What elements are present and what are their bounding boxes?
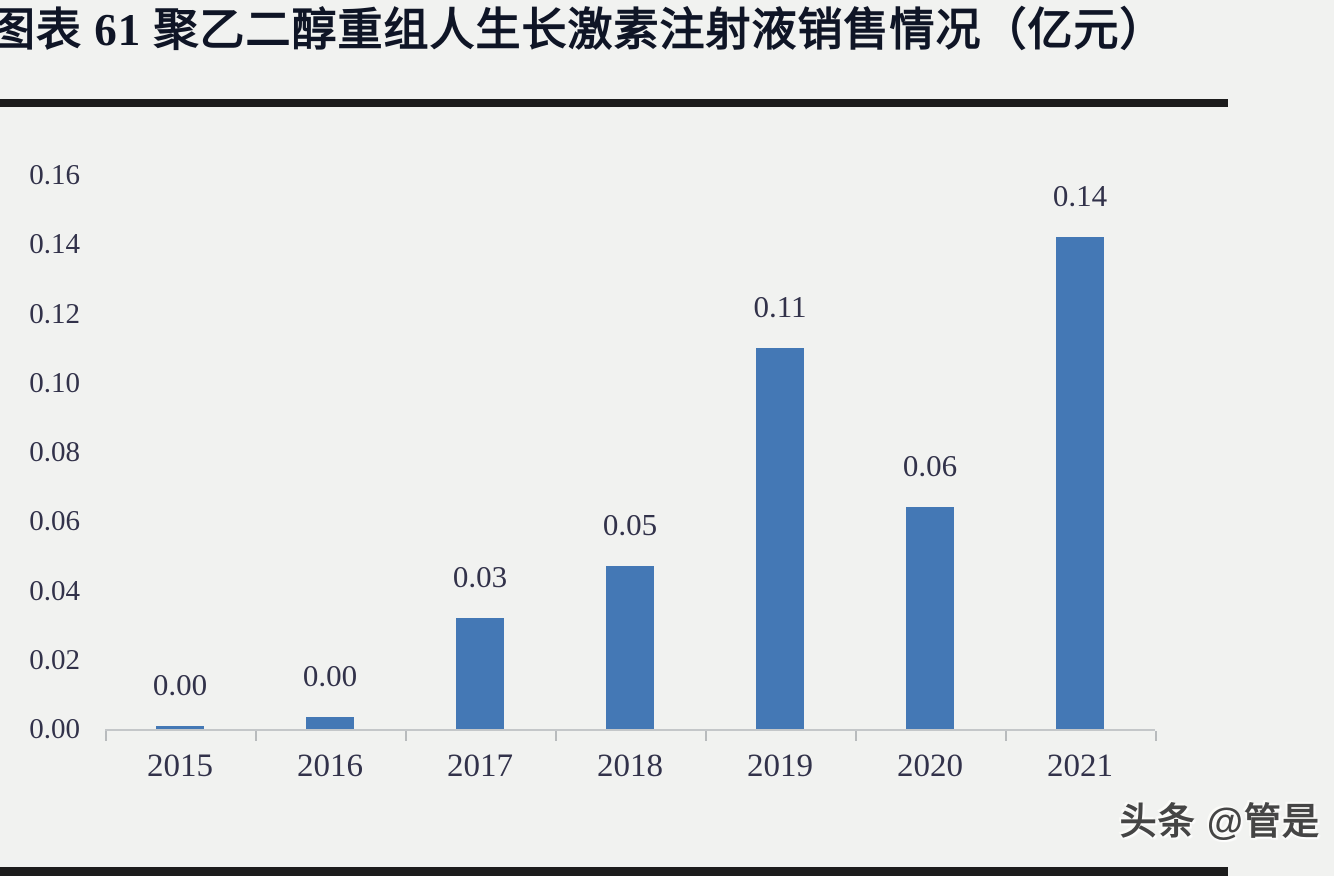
bar-value-label: 0.06 [902, 448, 958, 483]
y-tick-label: 0.04 [29, 574, 80, 607]
x-tick-mark [255, 731, 257, 741]
bar-value-label: 0.03 [452, 559, 508, 594]
x-tick-mark [105, 731, 107, 741]
y-tick-label: 0.06 [29, 505, 80, 538]
y-tick-label: 0.16 [29, 159, 80, 191]
bar [456, 618, 504, 729]
x-tick-label: 2015 [147, 748, 213, 784]
bar [756, 348, 804, 729]
x-tick-mark [555, 731, 557, 741]
x-tick-label: 2020 [897, 748, 963, 784]
x-tick-mark [1155, 731, 1157, 741]
top-divider [0, 99, 1228, 107]
x-tick-label: 2019 [747, 748, 813, 784]
x-axis-line [105, 729, 1155, 731]
y-tick-label: 0.00 [29, 713, 80, 745]
bottom-divider [0, 867, 1228, 876]
bar-value-label: 0.14 [1052, 178, 1108, 213]
bar [606, 566, 654, 729]
bar [156, 726, 204, 729]
x-tick-mark [705, 731, 707, 741]
x-tick-label: 2021 [1047, 748, 1113, 784]
x-tick-mark [405, 731, 407, 741]
bar [1056, 237, 1104, 729]
bar-value-label: 0.00 [152, 667, 208, 702]
y-tick-label: 0.08 [29, 436, 80, 468]
bar [906, 507, 954, 729]
y-tick-label: 0.12 [29, 297, 80, 330]
chart-title: 图表 61 聚乙二醇重组人生长激素注射液销售情况（亿元） [0, 5, 1166, 55]
bar-value-label: 0.11 [753, 289, 807, 324]
y-tick-label: 0.14 [29, 228, 80, 261]
x-tick-label: 2018 [597, 748, 663, 784]
bar-value-label: 0.00 [302, 658, 358, 693]
bar [306, 717, 354, 729]
x-tick-mark [1005, 731, 1007, 741]
y-tick-label: 0.02 [29, 643, 80, 676]
watermark: 头条 @管是 [1119, 801, 1320, 842]
x-tick-label: 2017 [447, 748, 513, 784]
y-tick-label: 0.10 [29, 366, 80, 399]
bar-value-label: 0.05 [602, 507, 658, 542]
x-tick-label: 2016 [297, 748, 363, 784]
x-tick-mark [855, 731, 857, 741]
